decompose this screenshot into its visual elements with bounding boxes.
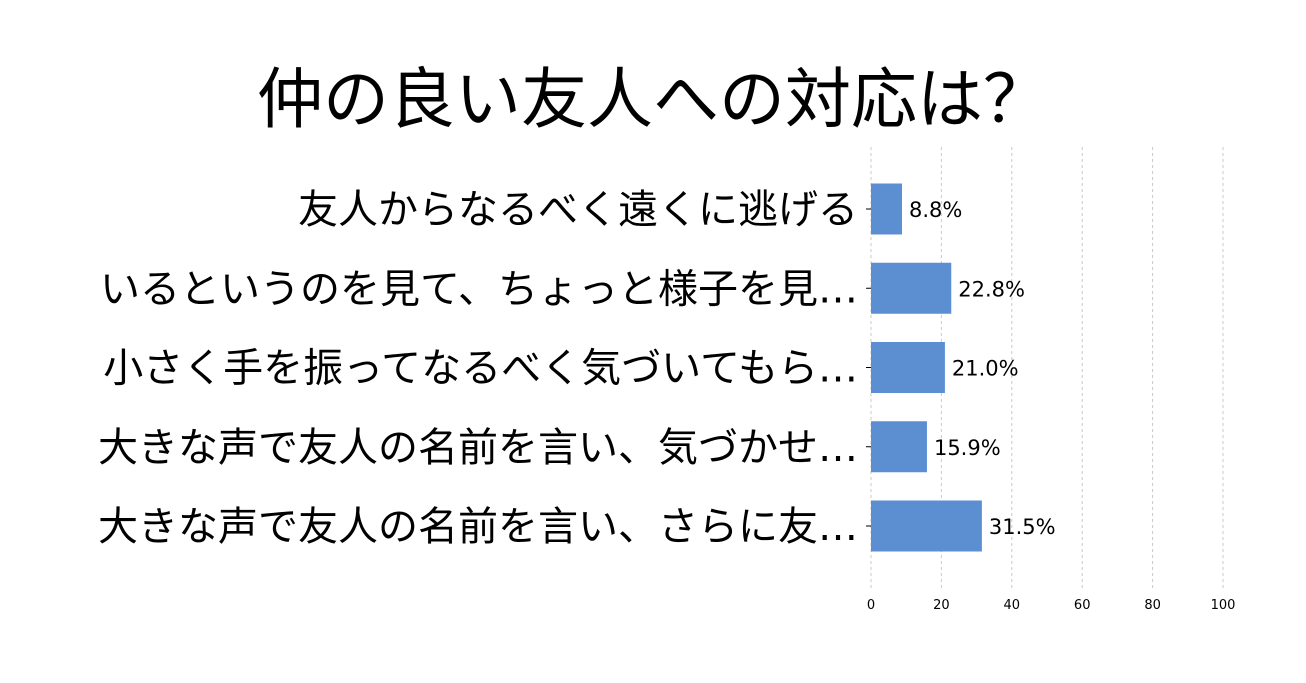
- x-tick-label: 40: [1004, 598, 1021, 613]
- bar-value-label: 15.9%: [934, 436, 1001, 460]
- chart-title: 仲の良い友人への対応は？: [257, 61, 1049, 138]
- value-labels: 8.8% 22.8% 21.0% 15.9% 31.5%: [909, 198, 1056, 539]
- bar: [871, 500, 982, 552]
- category-label: 小さく手を振ってなるべく気づいてもら…: [103, 346, 858, 392]
- x-tick-label: 0: [867, 598, 875, 613]
- x-tick-label: 80: [1144, 598, 1161, 613]
- bar-value-label: 31.5%: [989, 515, 1056, 539]
- category-label: 友人からなるべく遠くに逃げる: [298, 187, 858, 233]
- bar: [871, 421, 927, 473]
- bars: [866, 183, 982, 552]
- bar-value-label: 22.8%: [958, 277, 1025, 301]
- category-label: いるというのを見て、ちょっと様子を見…: [100, 266, 858, 312]
- x-tick-label: 60: [1074, 598, 1091, 613]
- x-tick-label: 100: [1211, 598, 1236, 613]
- x-axis-ticks: 0 20 40 60 80 100: [867, 598, 1236, 613]
- bar: [871, 183, 902, 235]
- bar: [871, 262, 952, 314]
- category-label: 大きな声で友人の名前を言い、さらに友…: [98, 504, 858, 550]
- category-label: 大きな声で友人の名前を言い、気づかせ…: [98, 425, 858, 471]
- bar-value-label: 21.0%: [952, 357, 1019, 381]
- bar-value-label: 8.8%: [909, 198, 962, 222]
- x-tick-label: 20: [933, 598, 950, 613]
- bar: [871, 342, 945, 393]
